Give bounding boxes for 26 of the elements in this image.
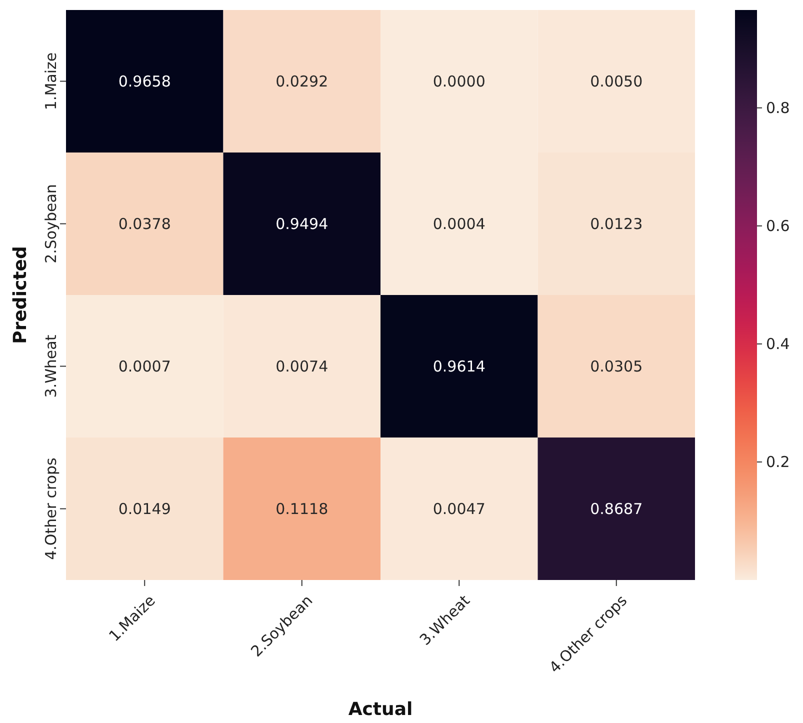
data-label: 0.9494	[276, 215, 328, 233]
data-label: 0.0378	[118, 215, 171, 233]
y-tick-label: 1.Maize	[42, 52, 60, 110]
data-label: 0.0004	[432, 215, 486, 233]
y-tick-label: 2.Soybean	[42, 184, 60, 264]
y-tick-label: 4.Other crops	[42, 457, 60, 560]
data-label: 0.0292	[276, 72, 328, 90]
data-label: 0.0123	[590, 215, 643, 233]
color-bar-label: 0.8	[766, 99, 790, 118]
y-tick-label: 3.Wheat	[42, 334, 60, 398]
data-label: 0.1118	[276, 500, 328, 518]
data-label: 0.9614	[432, 358, 486, 376]
data-label: 0.9658	[118, 72, 171, 90]
data-label: 0.0074	[276, 358, 328, 376]
data-label: 0.0007	[118, 358, 171, 376]
data-label: 0.0305	[590, 358, 643, 376]
y-axis-title: Predicted	[10, 246, 31, 344]
data-label: 0.0000	[432, 72, 486, 90]
data-label: 0.8687	[590, 500, 643, 518]
data-label: 0.0149	[118, 500, 171, 518]
color-bar-label: 0.4	[766, 335, 790, 354]
color-bar-label: 0.6	[766, 217, 790, 236]
data-label: 0.0047	[432, 500, 486, 518]
color-bar-label: 0.2	[766, 453, 790, 472]
x-axis-title: Actual	[348, 699, 413, 720]
data-label: 0.0050	[590, 72, 643, 90]
